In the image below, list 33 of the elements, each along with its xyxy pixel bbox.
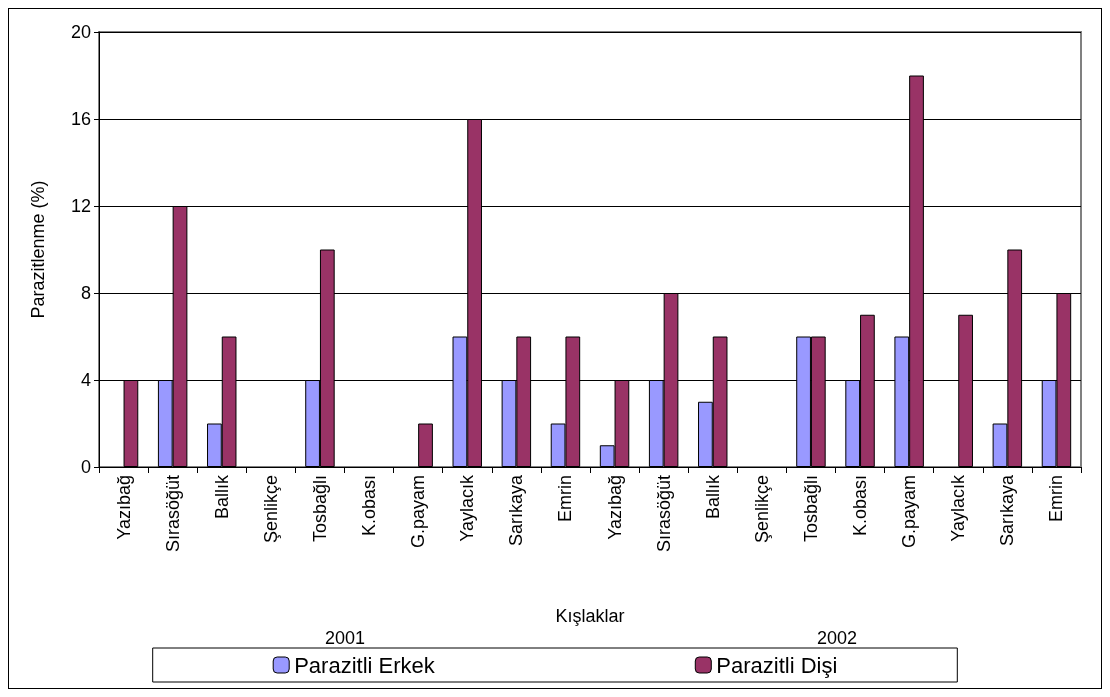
y-tick-label: 0 (80, 457, 91, 477)
y-tick-label: 20 (70, 22, 91, 42)
x-tick-label: Sarıkaya (506, 474, 527, 547)
y-tick-label: 16 (70, 109, 91, 129)
x-tick-label: Emrin (1046, 475, 1067, 523)
x-tick-label: Sarıkaya (997, 474, 1018, 547)
x-tick-label: Ballık (702, 474, 723, 520)
x-tick-label: Tosbağlı (309, 475, 330, 543)
legend-label: Parazitli Dişi (716, 652, 838, 678)
legend-label: Parazitli Erkek (294, 652, 436, 678)
x-tick-label: G.payam (408, 475, 429, 549)
x-tick-label: Sırasöğüt (653, 475, 674, 553)
x-tick-label: Sırasöğüt (162, 475, 183, 553)
x-tick-label: Şenlikçe (751, 475, 772, 544)
x-tick-label: Tosbağlı (800, 475, 821, 543)
x-axis-title: Kışlaklar (555, 606, 625, 626)
y-tick-label: 8 (80, 283, 91, 303)
text: 2002 (817, 628, 858, 648)
x-tick-label: G.payam (899, 475, 920, 549)
x-tick-label: K.obası (850, 475, 871, 537)
x-tick-label: Yazıbağ (113, 475, 134, 540)
x-tick-label: Yaylacık (948, 474, 969, 542)
x-tick-label: Ballık (211, 474, 232, 520)
y-tick-label: 4 (80, 370, 91, 390)
y-tick-label: 12 (70, 196, 91, 216)
x-tick-label: Emrin (555, 475, 576, 523)
bar (418, 423, 433, 467)
x-tick-label: Yaylacık (457, 474, 478, 542)
x-tick-label: Yazıbağ (604, 475, 625, 540)
x-tick-label: K.obası (359, 475, 380, 537)
y-axis-title: Parazitlenme (%) (28, 180, 48, 319)
text: 2001 (325, 628, 366, 648)
x-tick-label: Şenlikçe (260, 475, 281, 544)
